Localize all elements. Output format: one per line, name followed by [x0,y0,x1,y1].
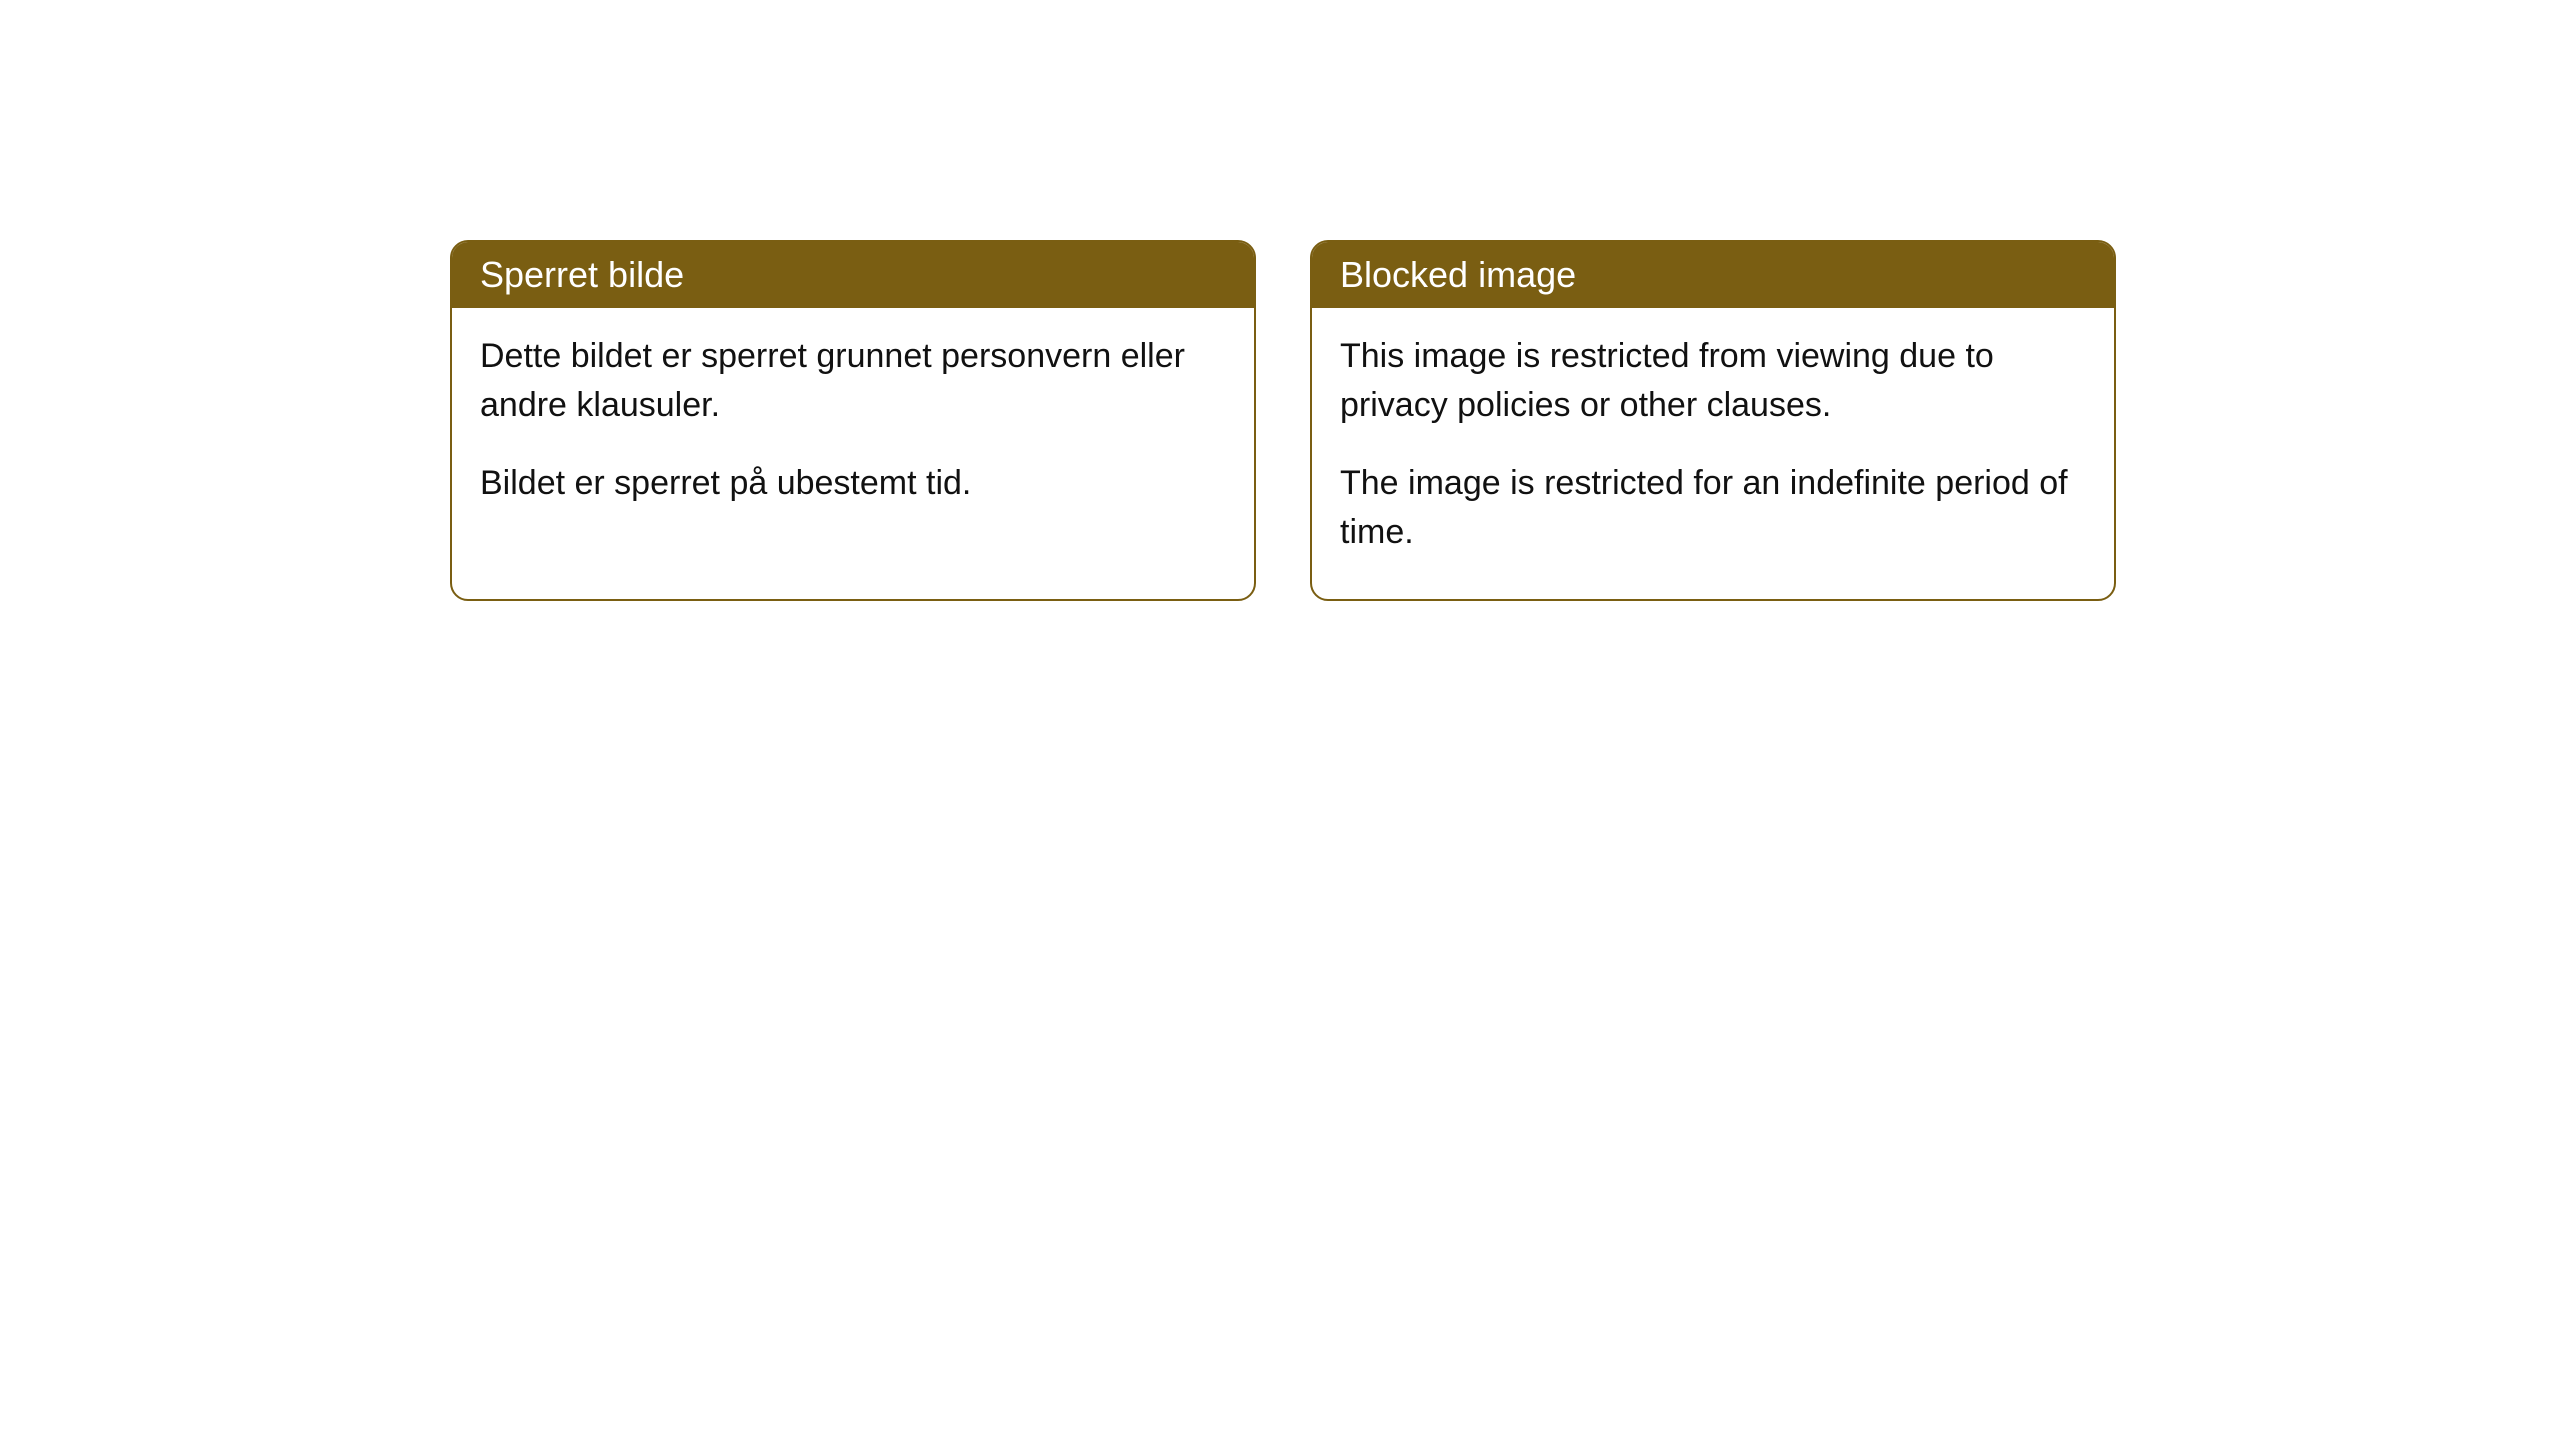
card-title: Blocked image [1340,254,1576,295]
card-title: Sperret bilde [480,254,684,295]
notice-card-english: Blocked image This image is restricted f… [1310,240,2116,601]
card-paragraph: The image is restricted for an indefinit… [1340,459,2086,558]
notice-card-norwegian: Sperret bilde Dette bildet er sperret gr… [450,240,1256,601]
card-header: Blocked image [1312,242,2114,308]
card-header: Sperret bilde [452,242,1254,308]
card-paragraph: Dette bildet er sperret grunnet personve… [480,332,1226,431]
card-body: This image is restricted from viewing du… [1312,308,2114,599]
notice-cards-container: Sperret bilde Dette bildet er sperret gr… [450,240,2116,601]
card-body: Dette bildet er sperret grunnet personve… [452,308,1254,550]
card-paragraph: Bildet er sperret på ubestemt tid. [480,459,1226,508]
card-paragraph: This image is restricted from viewing du… [1340,332,2086,431]
